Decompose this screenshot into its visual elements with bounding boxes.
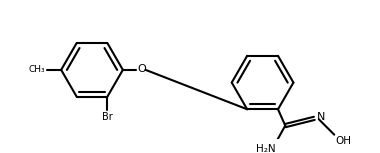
Text: H₂N: H₂N	[256, 144, 275, 153]
Text: CH₃: CH₃	[28, 65, 45, 74]
Text: O: O	[138, 64, 146, 74]
Text: N: N	[317, 112, 325, 122]
Text: OH: OH	[335, 136, 351, 146]
Text: Br: Br	[102, 112, 113, 122]
